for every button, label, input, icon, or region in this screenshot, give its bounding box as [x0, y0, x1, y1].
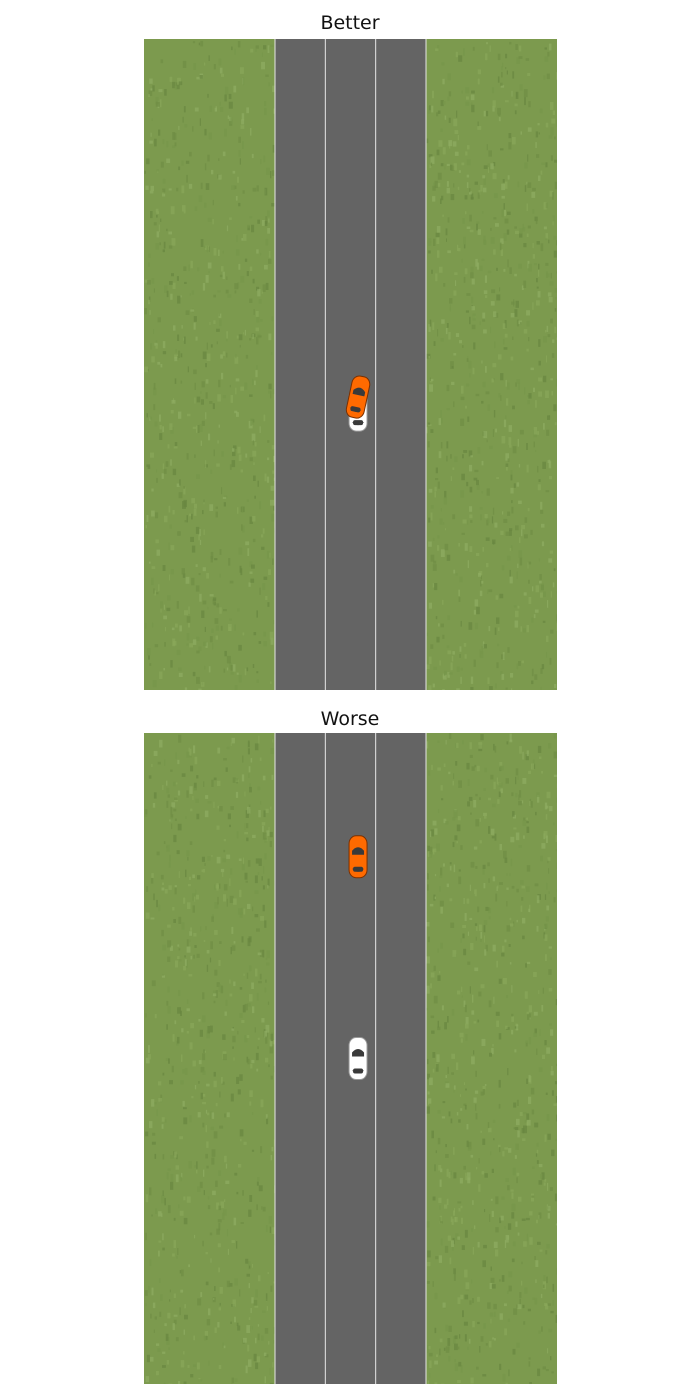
driving-scene-better — [144, 39, 557, 690]
other-car-rear-glass — [353, 1068, 364, 1074]
panel-title-better: Better — [320, 12, 380, 34]
scene-better — [144, 39, 557, 690]
ego-car — [348, 835, 368, 879]
ego-car-windshield — [352, 847, 365, 855]
ego-car-body — [348, 835, 368, 879]
other-car-body — [348, 1037, 368, 1080]
ego-car-rear-glass — [353, 866, 364, 872]
other-car-windshield — [352, 1049, 365, 1057]
other-car-rear-glass — [353, 420, 364, 426]
panel-title-worse: Worse — [320, 708, 380, 730]
scene-worse — [144, 733, 557, 1384]
driving-scene-worse — [144, 733, 557, 1384]
other-car — [348, 1037, 368, 1080]
ego-car-windshield — [352, 387, 366, 397]
road — [275, 39, 426, 690]
ego-car-rear-glass — [350, 406, 361, 413]
ego-car — [345, 375, 371, 419]
grass-texture — [144, 733, 557, 1384]
